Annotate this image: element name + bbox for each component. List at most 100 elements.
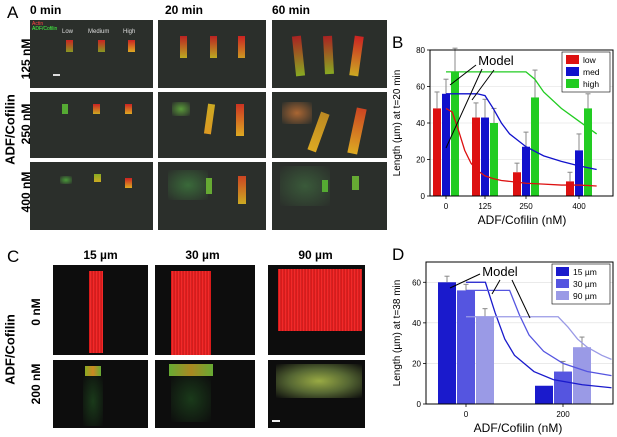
actin-pattern: [66, 40, 73, 52]
chart-d-frame: [425, 261, 614, 405]
chart-b-bar: [490, 123, 498, 196]
chart-b-legend-swatch: [566, 67, 579, 76]
chart-b-ytick-label: 80: [416, 46, 425, 55]
chart-b-model-arrow: [445, 68, 483, 149]
chart-b-bar: [584, 108, 592, 196]
panel-c-letter: C: [7, 247, 20, 266]
chart-d-model-arrow: [449, 273, 481, 289]
panel-a-col-header-2: 60 min: [272, 3, 311, 17]
actin-pattern: [238, 176, 246, 204]
inset-label-low: Low: [62, 29, 74, 35]
chart-d-model-arrow: [491, 279, 501, 295]
actin-pattern: [238, 36, 245, 58]
micrograph-c-30um-200nm: [155, 360, 255, 428]
chart-b-model-arrow: [449, 64, 477, 86]
micrograph-a-125nm-20min: [158, 20, 266, 88]
scale-bar: [272, 420, 280, 422]
chart-b-model-curve: [446, 93, 597, 171]
chart-d-bar: [457, 290, 475, 404]
actin-pattern: [352, 176, 359, 190]
chart-b-bar: [481, 117, 489, 196]
chart-d-annotation: Model: [449, 264, 531, 319]
chart-b-xtick-label: 250: [519, 202, 533, 211]
panel-a-col-header-1: 20 min: [165, 3, 204, 17]
chart-d-bar: [554, 371, 572, 404]
micrograph-c-30um-0nm: [155, 265, 255, 355]
panel-c-col-header-0: 15 µm: [83, 248, 118, 262]
panel-b-letter: B: [392, 33, 404, 52]
actin-pattern: [210, 36, 217, 58]
chart-b-legend: low med high: [561, 51, 611, 93]
inset-label-actin: Actin: [32, 21, 44, 27]
chart-b-model-curve: [446, 71, 598, 135]
chart-d-bar: [535, 385, 553, 404]
micrograph-a-400nm-60min: [272, 162, 387, 230]
chart-b-bar: [575, 150, 583, 196]
panel-c-col-header-1: 30 µm: [185, 248, 220, 262]
panel-c-col-header-2: 90 µm: [298, 248, 333, 262]
chart-d-legend: 15 µm 30 µm 90 µm: [551, 263, 611, 305]
inset-label-medium: Medium: [88, 29, 110, 35]
chart-b-bar: [566, 181, 574, 196]
chart-d-xlabel: ADF/Cofilin (nM): [474, 421, 563, 435]
chart-d-legend-swatch: [556, 279, 569, 288]
chart-b-legend-swatch: [566, 55, 579, 64]
chart-b-bar: [522, 146, 530, 196]
chart-b-ytick-label: 0: [421, 192, 426, 201]
actin-pattern: [169, 364, 213, 376]
panel-a-col-header-0: 0 min: [30, 3, 62, 17]
actin-pattern: [347, 107, 367, 155]
actin-pattern: [180, 36, 187, 58]
micrograph-a-400nm-20min: [158, 162, 266, 230]
chart-b-bar: [442, 93, 450, 196]
chart-b-legend-swatch: [566, 79, 579, 88]
panel-a-letter: A: [7, 3, 19, 22]
chart-b-legend-label: med: [583, 67, 600, 77]
micrograph-a-125nm-60min: [272, 20, 387, 88]
chart-d-ytick-label: 60: [412, 278, 421, 287]
panel-c-side-label: ADF/Cofilin: [2, 314, 18, 385]
micrograph-c-15um-200nm: [53, 360, 148, 428]
chart-d-xtick-label: 0: [464, 410, 469, 419]
chart-d-legend-label: 15 µm: [573, 267, 597, 277]
actin-pattern: [276, 364, 362, 398]
scale-bar: [53, 74, 60, 76]
actin-pattern: [280, 166, 330, 206]
actin-pattern: [98, 40, 105, 52]
actin-pattern: [89, 271, 103, 353]
actin-pattern: [236, 104, 244, 136]
chart-d-model-curve: [466, 289, 612, 377]
micrograph-a-400nm-0min: [30, 162, 153, 230]
chart-d-model-curve: [466, 316, 612, 360]
chart-d-legend-label: 30 µm: [573, 279, 597, 289]
micrograph-c-90um-0nm: [268, 265, 365, 355]
chart-b-annotation: Model: [445, 53, 514, 149]
chart-b-ytick-label: 20: [416, 156, 425, 165]
chart-d-ytick-label: 40: [412, 319, 421, 328]
chart-d-model-arrow: [511, 279, 531, 319]
chart-b-legend-label: high: [583, 79, 599, 89]
actin-pattern: [349, 35, 364, 77]
actin-pattern: [323, 35, 334, 75]
actin-pattern: [206, 178, 212, 194]
actin-pattern: [60, 176, 72, 184]
chart-b-xtick-label: 0: [444, 202, 449, 211]
micrograph-c-90um-200nm: [268, 360, 365, 428]
chart-b-bar: [513, 172, 521, 196]
chart-d-ytick-label: 20: [412, 359, 421, 368]
micrograph-a-250nm-60min: [272, 92, 387, 158]
inset-label-high: High: [123, 29, 136, 35]
chart-d-legend-swatch: [556, 291, 569, 300]
chart-d-model-curve: [466, 281, 612, 389]
micrograph-a-250nm-0min: [30, 92, 153, 158]
actin-pattern: [83, 376, 103, 426]
actin-pattern: [85, 366, 101, 376]
chart-b-model-label: Model: [478, 53, 514, 68]
chart-d-ytick-label: 0: [417, 400, 422, 409]
micrograph-a-250nm-20min: [158, 92, 266, 158]
actin-pattern: [172, 102, 190, 116]
micrograph-a-125nm-0min: Actin ADF/Cofilin Low Medium High: [30, 20, 153, 88]
panel-a-side-label: ADF/Cofilin: [2, 94, 18, 165]
chart-d-bar: [438, 282, 456, 404]
chart-d-xtick-label: 200: [556, 410, 570, 419]
